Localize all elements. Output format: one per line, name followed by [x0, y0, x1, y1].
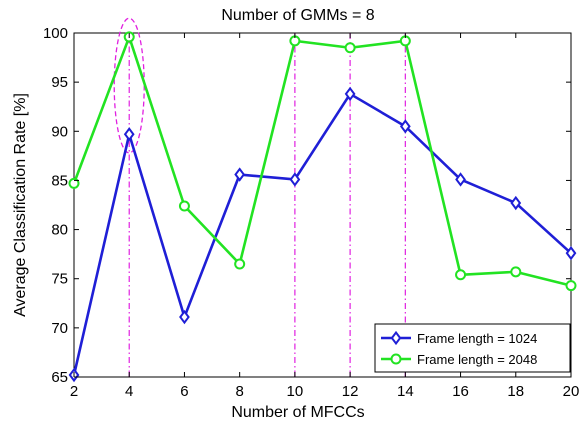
- x-tick-label: 4: [125, 383, 133, 400]
- y-tick-label: 65: [51, 369, 68, 386]
- data-point: [565, 280, 577, 292]
- y-tick-label: 75: [51, 271, 68, 288]
- y-tick-label: 95: [51, 74, 68, 91]
- data-point: [344, 86, 356, 102]
- series-line: [72, 92, 572, 376]
- series-1: [68, 86, 577, 383]
- legend-box: [374, 323, 571, 373]
- legend-marker: [390, 353, 402, 365]
- series-line: [72, 35, 572, 287]
- data-point: [123, 127, 135, 142]
- y-tick-label: 90: [51, 123, 68, 140]
- x-tick-label: 18: [507, 383, 524, 400]
- x-tick-label: 8: [235, 383, 243, 400]
- legend-label: Frame length = 1024: [417, 331, 537, 346]
- legend: Frame length = 1024 Frame length = 2048: [374, 323, 571, 373]
- data-point: [455, 172, 466, 187]
- series-2: [68, 31, 577, 292]
- x-tick-label: 14: [397, 383, 414, 400]
- y-tick-label: 85: [51, 172, 68, 189]
- data-point: [565, 245, 577, 261]
- x-tick-label: 10: [287, 383, 304, 400]
- x-tick-label: 16: [452, 383, 469, 400]
- chart-title: Number of GMMs = 8: [221, 7, 374, 24]
- legend-label: Frame length = 2048: [417, 352, 537, 367]
- data-point: [455, 269, 467, 281]
- legend-item-1: Frame length = 1024: [381, 330, 537, 346]
- data-point: [510, 266, 522, 278]
- plot-area: [73, 32, 572, 378]
- ticks: 2 4 6 8 10 12 14 16 18 20 65 70 75 80 85 90 95 100: [43, 25, 579, 400]
- data-point: [234, 167, 246, 182]
- y-tick-label: 100: [43, 25, 68, 42]
- x-axis-label: Number of MFCCs: [231, 404, 364, 421]
- data-point: [289, 172, 301, 187]
- plot-frame: [73, 32, 572, 378]
- data-point: [510, 195, 522, 211]
- y-tick-label: 70: [51, 320, 68, 337]
- data-point: [399, 119, 411, 134]
- y-axis-label: Average Classification Rate [%]: [12, 93, 29, 317]
- legend-item-2: Frame length = 2048: [381, 352, 537, 367]
- legend-marker: [390, 330, 402, 346]
- x-tick-label: 20: [563, 383, 579, 400]
- data-point: [344, 42, 356, 54]
- data-point: [178, 200, 190, 212]
- data-point: [68, 177, 80, 189]
- x-tick-label: 2: [70, 383, 78, 400]
- data-point: [234, 258, 246, 270]
- series-layer: [68, 31, 577, 383]
- x-tick-label: 6: [180, 383, 188, 400]
- data-point: [179, 309, 190, 325]
- y-tick-label: 80: [51, 222, 68, 239]
- x-tick-label: 12: [342, 383, 359, 400]
